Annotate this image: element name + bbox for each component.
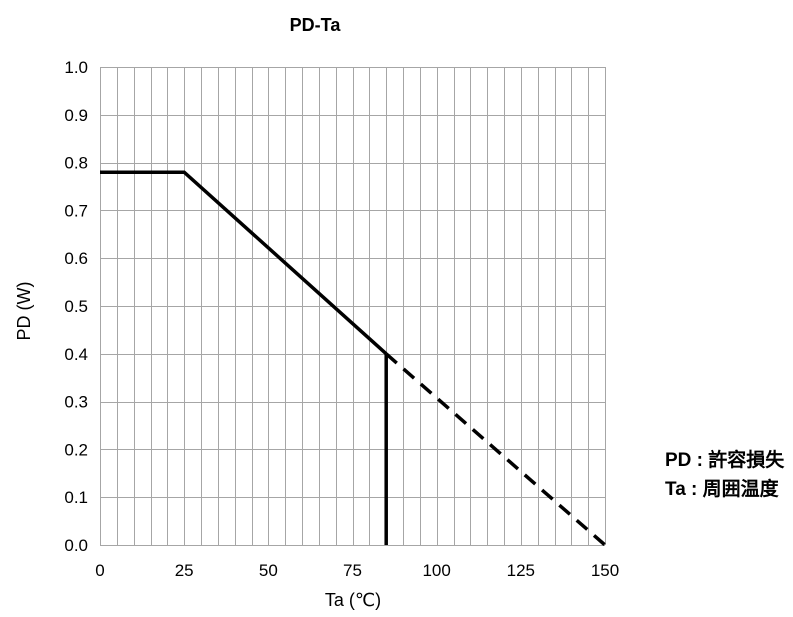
- x-axis-title: Ta (℃): [325, 590, 381, 610]
- x-tick-label: 50: [259, 561, 278, 580]
- y-tick-label: 0.1: [64, 488, 88, 507]
- x-tick-label: 100: [422, 561, 450, 580]
- legend-ta-label: Ta :: [665, 479, 698, 500]
- y-tick-label: 0.3: [64, 393, 88, 412]
- legend-row-pd: PD : 許容損失: [665, 446, 784, 475]
- legend-pd-label: PD :: [665, 450, 703, 471]
- chart-title: PD-Ta: [290, 15, 342, 35]
- x-tick-label: 25: [175, 561, 194, 580]
- x-tick-label: 75: [343, 561, 362, 580]
- y-tick-label: 0.0: [64, 536, 88, 555]
- x-tick-label: 125: [507, 561, 535, 580]
- y-tick-labels: 0.0 0.1 0.2 0.3 0.4 0.5 0.6 0.7 0.8 0.9 1.0: [64, 58, 88, 555]
- y-tick-label: 0.4: [64, 345, 88, 364]
- grid: [100, 67, 606, 546]
- legend-ta-text: 周囲温度: [702, 479, 779, 500]
- x-tick-label: 150: [591, 561, 619, 580]
- y-tick-label: 0.7: [64, 201, 88, 220]
- legend-pd-text: 許容損失: [708, 450, 785, 471]
- y-axis-title: PD (W): [14, 282, 34, 341]
- y-tick-label: 0.2: [64, 440, 88, 459]
- y-tick-label: 1.0: [64, 58, 88, 77]
- y-tick-label: 0.8: [64, 154, 88, 173]
- x-tick-label: 0: [95, 561, 104, 580]
- x-tick-labels: 0 25 50 75 100 125 150: [95, 561, 619, 580]
- legend-row-ta: Ta : 周囲温度: [665, 475, 784, 504]
- abbreviation-legend: PD : 許容損失 Ta : 周囲温度: [665, 446, 784, 504]
- derating-line-dashed: [385, 352, 607, 547]
- y-tick-label: 0.9: [64, 106, 88, 125]
- y-tick-label: 0.6: [64, 249, 88, 268]
- series-layer: [100, 170, 607, 547]
- y-tick-label: 0.5: [64, 297, 88, 316]
- derating-line-solid: [100, 170, 388, 356]
